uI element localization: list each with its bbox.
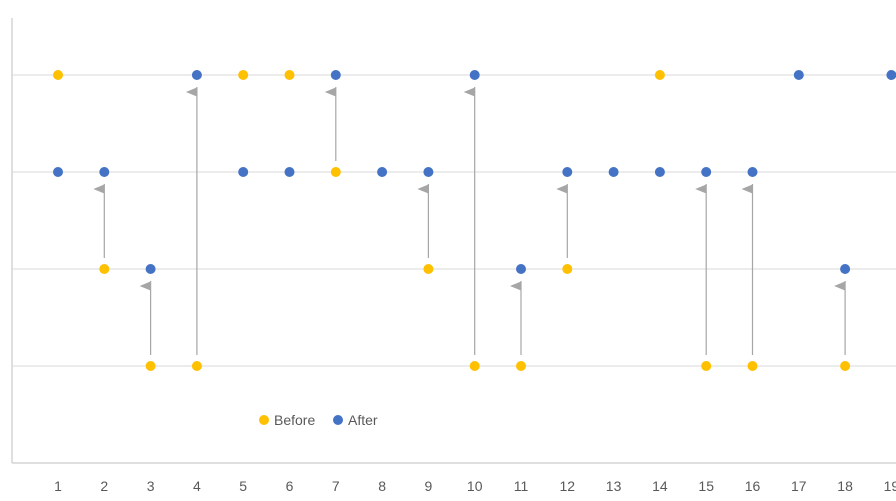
x-tick-labels: 1 2 3 4 5 6 7 8 9 10 11 12 13 14 15 16 17 18 19 <box>54 478 896 494</box>
legend-label-before: Before <box>274 412 315 428</box>
x-tick-16: 16 <box>745 478 761 494</box>
point-before-18 <box>840 361 851 371</box>
point-after-12 <box>562 167 573 177</box>
point-after-10 <box>469 70 480 80</box>
x-tick-19: 19 <box>884 478 896 494</box>
point-before-7 <box>330 167 341 177</box>
x-tick-13: 13 <box>606 478 622 494</box>
point-before-6 <box>284 70 295 80</box>
point-after-4 <box>191 70 202 80</box>
point-after-3 <box>145 264 156 274</box>
gridlines-layer <box>12 74 896 367</box>
point-after-8 <box>377 167 388 177</box>
point-after-18 <box>840 264 851 274</box>
point-before-10 <box>469 361 480 371</box>
point-before-11 <box>516 361 526 371</box>
x-tick-9: 9 <box>425 478 433 494</box>
point-after-9 <box>423 167 434 177</box>
arrows-layer <box>93 87 846 355</box>
point-before-1 <box>53 70 63 80</box>
point-after-13 <box>608 167 619 177</box>
x-tick-1: 1 <box>54 478 62 494</box>
legend: Before After <box>259 412 378 428</box>
x-tick-14: 14 <box>652 478 668 494</box>
point-before-15 <box>701 361 712 371</box>
x-tick-17: 17 <box>791 478 807 494</box>
point-before-14 <box>654 70 665 80</box>
point-after-14 <box>654 167 665 177</box>
point-after-5 <box>238 167 249 177</box>
point-after-11 <box>516 264 526 274</box>
point-before-12 <box>562 264 573 274</box>
x-tick-15: 15 <box>698 478 714 494</box>
legend-label-after: After <box>348 412 378 428</box>
x-tick-18: 18 <box>837 478 853 494</box>
legend-marker-before <box>259 415 269 425</box>
x-tick-4: 4 <box>193 478 201 494</box>
x-tick-8: 8 <box>378 478 386 494</box>
x-tick-3: 3 <box>147 478 155 494</box>
point-after-6 <box>284 167 295 177</box>
point-after-16 <box>747 167 758 177</box>
x-tick-5: 5 <box>239 478 247 494</box>
point-after-2 <box>99 167 110 177</box>
point-before-3 <box>145 361 156 371</box>
legend-marker-after <box>333 415 343 425</box>
point-after-7 <box>330 70 341 80</box>
point-before-2 <box>99 264 110 274</box>
point-before-4 <box>191 361 202 371</box>
point-before-9 <box>423 264 434 274</box>
point-after-1 <box>53 167 63 177</box>
point-before-5 <box>238 70 249 80</box>
axes-layer <box>11 18 896 464</box>
point-before-16 <box>747 361 758 371</box>
x-tick-7: 7 <box>332 478 340 494</box>
points-layer <box>53 70 896 371</box>
point-after-17 <box>793 70 804 80</box>
x-tick-6: 6 <box>286 478 294 494</box>
point-after-19 <box>886 70 896 80</box>
x-tick-2: 2 <box>100 478 108 494</box>
x-tick-12: 12 <box>560 478 576 494</box>
point-after-15 <box>701 167 712 177</box>
x-tick-11: 11 <box>514 478 529 494</box>
x-tick-10: 10 <box>467 478 483 494</box>
